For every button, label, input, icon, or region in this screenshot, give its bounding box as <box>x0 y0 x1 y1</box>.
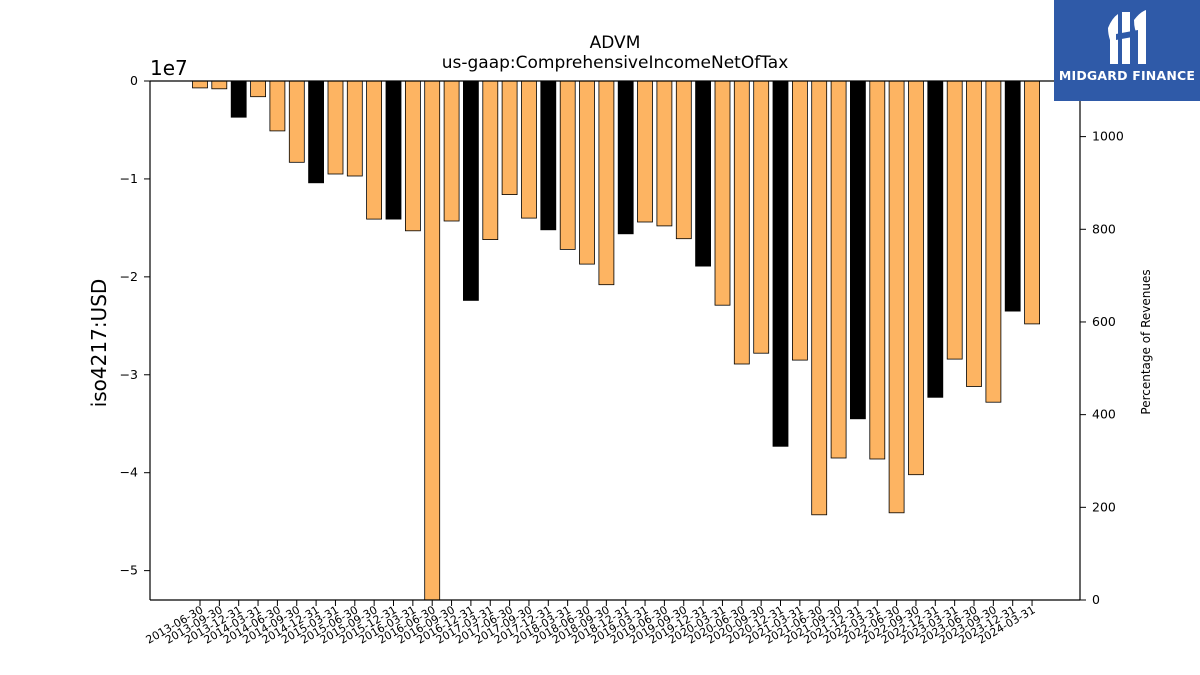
y2-tick-label: 200 <box>1092 499 1116 514</box>
bar-2020-12-31 <box>772 80 789 447</box>
bar-2016-12-31 <box>462 80 479 301</box>
y2-tick-label: 600 <box>1092 314 1116 329</box>
bar-2014-09-30 <box>288 80 305 163</box>
y-tick-label: −3 <box>120 367 138 382</box>
bar-2015-12-31 <box>385 80 402 220</box>
bar-2014-12-31 <box>308 80 325 184</box>
bar-2018-06-30 <box>579 80 595 265</box>
y2-tick-label: 800 <box>1092 221 1116 236</box>
y2-tick-label: 0 <box>1092 592 1100 607</box>
y2-tick-label: 1000 <box>1092 129 1124 144</box>
bars-group <box>192 80 1040 601</box>
bar-2017-12-31 <box>540 80 557 231</box>
bar-2015-06-30 <box>346 80 363 177</box>
bar-2021-09-30 <box>830 80 847 459</box>
bar-2021-03-31 <box>792 80 808 361</box>
bar-2019-06-30 <box>656 80 673 227</box>
bar-2022-03-31 <box>869 80 886 460</box>
y2-tick-label: 400 <box>1092 407 1116 422</box>
chart-subtitle: us-gaap:ComprehensiveIncomeNetOfTax <box>442 53 789 73</box>
midgard-logo-icon <box>1108 10 1146 64</box>
y-tick-label: −1 <box>120 171 138 186</box>
bar-2023-03-31 <box>946 80 963 360</box>
bar-2013-12-31 <box>230 80 247 118</box>
bar-2022-06-30 <box>888 80 905 514</box>
bar-2014-06-30 <box>269 80 286 132</box>
bar-2022-12-31 <box>927 80 944 398</box>
bar-2020-03-31 <box>714 80 731 306</box>
y-tick-label: −5 <box>120 563 138 578</box>
bar-2024-03-31 <box>1024 80 1040 325</box>
y-axis-label: iso4217:USD <box>87 279 111 408</box>
bar-2022-09-30 <box>908 80 924 476</box>
bar-2021-12-31 <box>850 80 866 420</box>
bar-2023-12-31 <box>1004 80 1021 312</box>
axes-group: 2013-06-302013-09-302013-12-312014-03-31… <box>120 73 1124 647</box>
bar-2017-06-30 <box>501 80 518 195</box>
bar-2016-03-31 <box>404 80 421 232</box>
y-tick-label: 0 <box>130 73 138 88</box>
brand-logo: MIDGARD FINANCE <box>1054 0 1200 101</box>
bar-2019-03-31 <box>637 80 653 223</box>
bar-2013-06-30 <box>192 80 208 89</box>
y-tick-label: −4 <box>120 465 138 480</box>
bar-2021-06-30 <box>811 80 828 516</box>
bar-2023-09-30 <box>985 80 1002 403</box>
chart-title: ADVM <box>590 33 641 53</box>
y-tick-label: −2 <box>120 269 138 284</box>
y2-axis-label: Percentage of Revenues <box>1139 269 1153 414</box>
bar-2015-03-31 <box>327 80 344 175</box>
bar-2019-09-30 <box>675 80 692 240</box>
brand-name: MIDGARD FINANCE <box>1058 68 1196 83</box>
bar-2018-12-31 <box>617 80 634 235</box>
bar-2015-09-30 <box>366 80 383 220</box>
bar-2018-03-31 <box>559 80 576 250</box>
bar-2017-09-30 <box>521 80 537 219</box>
bar-2023-06-30 <box>966 80 982 387</box>
bar-2019-12-31 <box>695 80 711 267</box>
bar-2016-09-30 <box>443 80 460 222</box>
y-axis-multiplier: 1e7 <box>150 56 188 80</box>
bar-2017-03-31 <box>482 80 499 241</box>
bar-2014-03-31 <box>250 80 267 98</box>
bar-2016-06-30 <box>424 80 441 601</box>
bar-2020-06-30 <box>733 80 750 365</box>
bar-2020-09-30 <box>753 80 770 354</box>
bar-2013-09-30 <box>211 80 228 90</box>
bar-2018-09-30 <box>598 80 615 286</box>
